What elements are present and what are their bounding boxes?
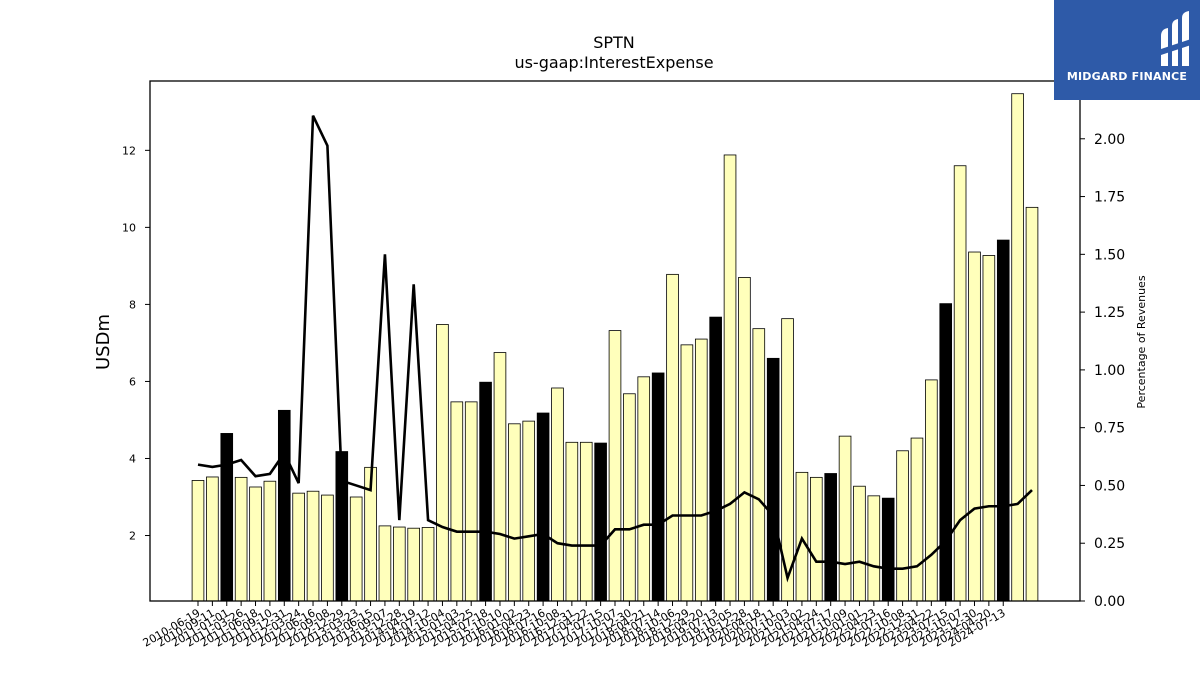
bar xyxy=(939,303,953,602)
bar xyxy=(277,409,291,602)
bar xyxy=(637,376,651,602)
y-tick-label: 6 xyxy=(129,375,136,388)
bar xyxy=(436,324,449,602)
bar xyxy=(694,338,708,602)
bar xyxy=(867,495,881,602)
bar xyxy=(738,277,751,602)
logo-mark-icon xyxy=(1054,0,1200,100)
bar xyxy=(206,476,219,602)
bar xyxy=(536,412,550,602)
bar xyxy=(450,401,464,602)
bar xyxy=(608,330,622,602)
bar xyxy=(407,527,420,602)
chart-subtitle: us-gaap:InterestExpense xyxy=(514,53,713,72)
bar xyxy=(1011,93,1024,602)
y2-tick-label: 0.00 xyxy=(1094,594,1125,610)
bar xyxy=(853,485,866,602)
y-tick-label: 10 xyxy=(122,221,136,234)
bar xyxy=(378,525,392,602)
bar xyxy=(522,420,536,602)
y-tick-label: 4 xyxy=(129,452,136,465)
y2-tick-label: 1.50 xyxy=(1094,247,1125,263)
bar xyxy=(565,441,579,602)
bar xyxy=(838,435,852,602)
bar xyxy=(680,344,694,602)
bar xyxy=(579,441,593,602)
y2-tick-label: 1.25 xyxy=(1094,305,1125,321)
bar xyxy=(709,316,722,602)
bar xyxy=(752,328,766,602)
bar xyxy=(651,372,665,602)
y2-axis-label: Percentage of Revenues xyxy=(1135,275,1148,408)
bar xyxy=(881,497,895,602)
bar xyxy=(220,433,234,602)
bar xyxy=(464,401,478,602)
bar xyxy=(982,255,996,602)
bar xyxy=(393,526,406,602)
bar xyxy=(493,352,507,602)
bar xyxy=(623,393,636,602)
y-tick-label: 12 xyxy=(122,144,136,157)
bar xyxy=(968,251,981,602)
y-tick-label: 2 xyxy=(129,530,136,543)
bar xyxy=(306,490,320,602)
bar xyxy=(551,387,564,602)
bar xyxy=(925,379,938,602)
y-tick-label: 8 xyxy=(129,298,136,311)
bar xyxy=(824,473,837,602)
bar xyxy=(666,273,679,602)
bars-group xyxy=(191,93,1039,602)
bar xyxy=(996,239,1010,602)
plot-frame xyxy=(149,80,1081,602)
bar xyxy=(810,476,823,602)
bar xyxy=(479,381,492,602)
y2-tick-label: 2.00 xyxy=(1094,132,1125,148)
pct-revenue-line xyxy=(197,115,1033,583)
y2-tick-label: 1.75 xyxy=(1094,190,1125,206)
brand-logo: MIDGARD FINANCE xyxy=(1054,0,1200,100)
bar xyxy=(249,486,262,602)
bar xyxy=(421,527,435,602)
bar xyxy=(263,480,277,602)
bar xyxy=(766,357,780,602)
chart-title: SPTN xyxy=(593,33,635,52)
bar xyxy=(321,494,334,602)
y2-tick-label: 0.75 xyxy=(1094,421,1125,437)
y2-tick-label: 0.50 xyxy=(1094,478,1125,494)
bar xyxy=(1025,206,1039,602)
bar xyxy=(292,492,305,602)
y2-ticks-group: 0.00 0.25 0.50 0.75 1.00 1.25 1.50 1.75 2.00 xyxy=(1080,132,1125,610)
bar xyxy=(349,496,363,602)
bar xyxy=(953,165,967,602)
bar xyxy=(723,154,737,602)
bar xyxy=(896,450,909,602)
y2-tick-label: 1.00 xyxy=(1094,363,1125,379)
bar xyxy=(910,437,924,602)
bar xyxy=(508,423,521,602)
bar xyxy=(594,442,607,602)
bar xyxy=(234,476,248,602)
y2-tick-label: 0.25 xyxy=(1094,536,1125,552)
y-axis-label: USDm xyxy=(93,314,114,370)
x-ticks-group: 2010-06-192010-09-112011-01-012011-03-26… xyxy=(141,601,1008,650)
bar xyxy=(191,480,205,602)
y-ticks-group: 2 4 6 8 10 12 xyxy=(122,144,150,543)
brand-name: MIDGARD FINANCE xyxy=(1066,70,1188,83)
